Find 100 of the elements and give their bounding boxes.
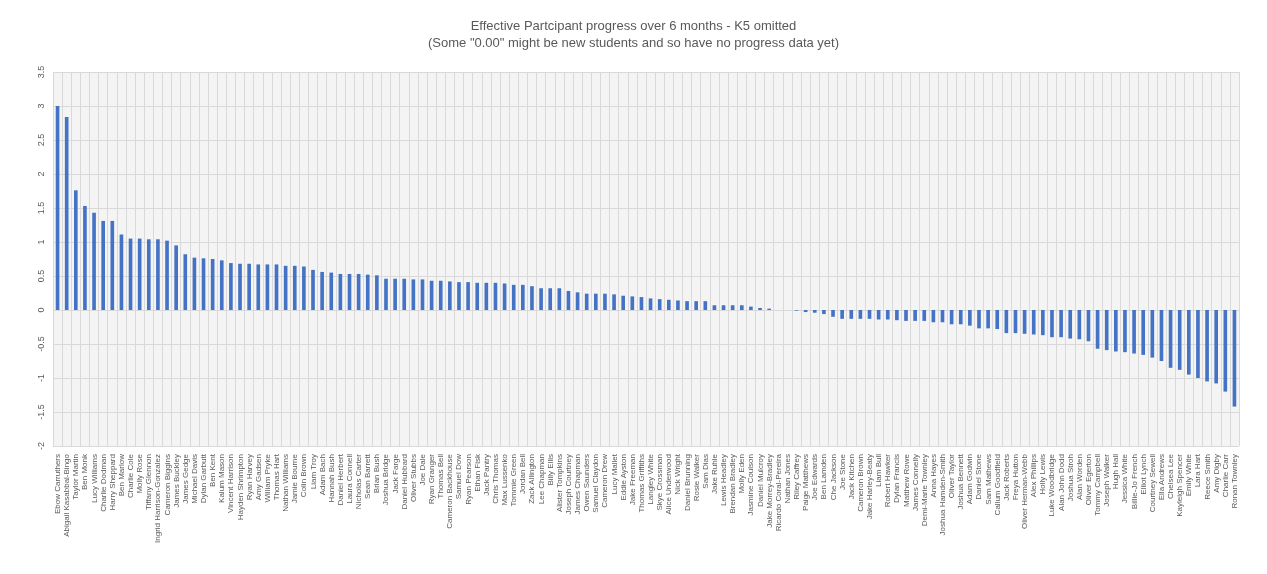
bar xyxy=(156,239,160,310)
chart-subtitle: (Some "0.00" might be new students and so have no progress data yet) xyxy=(427,35,840,50)
x-tick-label: Daniel Stone xyxy=(974,453,984,500)
bar xyxy=(885,310,890,320)
x-tick-label: Jack Farge xyxy=(390,453,400,494)
bar xyxy=(666,299,671,310)
bar xyxy=(1223,310,1228,392)
bar xyxy=(146,239,151,310)
y-tick-label: 1 xyxy=(35,239,46,245)
x-tick-label: Daniel Mulcroy xyxy=(755,454,765,507)
x-tick-label: Joseph Courtney xyxy=(563,454,573,515)
x-tick-label: Colin Brown xyxy=(299,454,309,498)
x-tick-label: Hugh Hall xyxy=(1111,453,1121,490)
bar xyxy=(594,293,598,310)
x-tick-label: Oliver Taylor xyxy=(947,453,957,499)
x-tick-label: Laura Connell xyxy=(345,453,354,504)
x-tick-label: Kalum Mason xyxy=(217,454,227,503)
bar xyxy=(393,278,397,310)
bar xyxy=(466,282,470,310)
x-tick-label: Samuel Claydon xyxy=(591,454,601,513)
x-tick-label: Oliver Egerton xyxy=(1083,454,1093,506)
x-tick-label: Cameron Drew xyxy=(600,453,610,508)
bar xyxy=(229,263,233,310)
bar xyxy=(694,301,698,310)
bar xyxy=(968,310,972,326)
x-tick-label: Jordan Bell xyxy=(518,453,528,495)
x-tick-label: Alan John Dodd xyxy=(1056,454,1066,511)
y-tick-label: 3 xyxy=(35,103,46,109)
x-tick-label: Robert Hawker xyxy=(883,453,893,508)
bar xyxy=(1059,310,1063,338)
x-tick-label: Tommy Campbell xyxy=(1093,453,1103,516)
x-tick-label: Daniel Hubbard xyxy=(399,454,409,510)
y-tick-label: 2.5 xyxy=(35,133,46,147)
x-tick-label: Taylor Martin xyxy=(71,454,81,500)
x-tick-label: Jack Roberts xyxy=(1001,454,1011,501)
x-tick-label: Adam Bach xyxy=(317,454,327,496)
bar xyxy=(110,220,115,310)
x-tick-label: Brian Bush xyxy=(372,454,382,494)
x-tick-label: Lara Hart xyxy=(1193,453,1203,488)
bar xyxy=(584,293,589,310)
bar xyxy=(83,205,87,310)
x-tick-label: Billie-Jo French xyxy=(1129,454,1139,510)
bar xyxy=(630,296,635,310)
bar xyxy=(320,271,324,310)
x-tick-label: Nathan Jones xyxy=(782,454,792,504)
bar xyxy=(292,265,297,310)
bar xyxy=(995,310,1000,330)
x-tick-label: Demi-Marie Townley xyxy=(919,454,929,527)
bar xyxy=(612,294,616,310)
bar xyxy=(657,299,662,310)
x-tick-label: Billy Ellis xyxy=(545,454,555,486)
bar xyxy=(1050,310,1054,338)
bar xyxy=(302,266,306,310)
bar xyxy=(1123,310,1127,353)
x-tick-label: William Pryke xyxy=(262,453,272,503)
bar xyxy=(1196,310,1200,378)
x-tick-label: Ben Marlow xyxy=(116,453,126,497)
bar xyxy=(101,220,105,310)
bar xyxy=(475,282,480,310)
x-tick-label: Jake Harley-Beaty xyxy=(865,454,875,520)
x-tick-label: Daniel Herbert xyxy=(335,453,345,506)
x-tick-label: Oliver Herman-Webb xyxy=(1020,453,1030,529)
bar xyxy=(703,301,708,310)
x-tick-label: James Chapman xyxy=(573,454,583,515)
x-tick-label: Nick Wright xyxy=(673,453,683,495)
x-tick-label: Che Jackson xyxy=(828,454,838,501)
bar xyxy=(849,310,854,319)
bar xyxy=(448,281,452,310)
x-tick-label: Tiffany Glennon xyxy=(144,454,154,511)
x-tick-label: Charlie Dodman xyxy=(98,454,108,512)
bar xyxy=(685,301,689,310)
bar xyxy=(1068,310,1073,339)
bar xyxy=(1132,310,1136,354)
x-tick-label: Riley Caffrey xyxy=(792,454,802,500)
x-tick-label: Ella Andrews xyxy=(1156,454,1166,501)
x-tick-label: Ricardo Coral-Pereira xyxy=(773,453,783,532)
x-tick-label: Samuel Dow xyxy=(454,453,464,500)
x-tick-label: Jake Morrey-Bradley xyxy=(764,454,774,528)
x-tick-label: Adam Godwin xyxy=(965,454,975,505)
bar xyxy=(1104,310,1109,351)
bar xyxy=(1031,310,1036,335)
x-tick-label: Amy Gadsen xyxy=(253,454,263,501)
x-tick-label: Michael Davis xyxy=(189,454,199,504)
x-tick-label: Kayleigh Spencer xyxy=(1175,453,1185,517)
x-tick-label: Lucy Williams xyxy=(89,454,99,503)
bar xyxy=(457,282,461,310)
x-tick-label: Reece Smith xyxy=(1202,454,1212,500)
x-tick-label: Charlie Cole xyxy=(126,453,136,499)
x-tick-label: Harry Sheppard xyxy=(107,454,117,511)
x-tick-label: James Connelly xyxy=(910,454,920,511)
bar xyxy=(311,269,315,310)
bar xyxy=(758,307,762,310)
bar xyxy=(174,245,178,310)
bar xyxy=(603,293,607,310)
x-tick-label: Sam Dias xyxy=(700,454,710,489)
x-tick-label: Jamie Bourne xyxy=(290,453,300,504)
x-tick-label: Amy Digby xyxy=(1211,454,1221,493)
y-tick-label: -2 xyxy=(35,441,46,451)
y-tick-label: 3.5 xyxy=(35,65,46,79)
bar xyxy=(1205,310,1209,382)
